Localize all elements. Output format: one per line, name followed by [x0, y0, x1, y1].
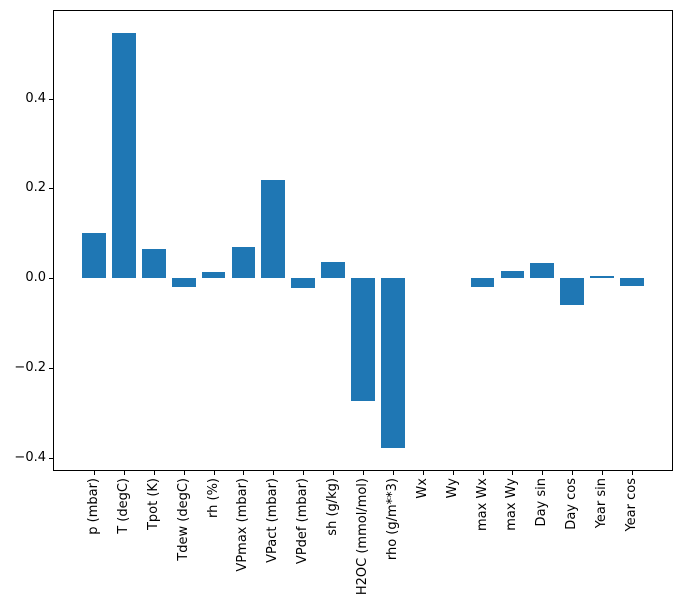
bar-tdew-degc	[171, 278, 196, 287]
bar-p-mbar	[82, 233, 106, 279]
x-tick-label-tdew-degc: Tdew (degC)	[176, 478, 191, 561]
x-tick-mark	[154, 471, 155, 475]
x-tick-mark	[214, 471, 215, 475]
y-tick-mark	[49, 99, 53, 100]
bar-rh	[201, 271, 226, 279]
y-tick-label: −0.2	[14, 360, 46, 375]
y-tick-mark	[49, 278, 53, 279]
x-tick-mark	[273, 471, 274, 475]
x-tick-label-vpdef-mbar: VPdef (mbar)	[295, 478, 310, 565]
bar-year-sin	[590, 276, 614, 279]
x-tick-mark	[423, 471, 424, 475]
x-tick-mark	[363, 471, 364, 475]
plot-area	[53, 10, 673, 471]
x-tick-label-wx: Wx	[415, 478, 430, 499]
x-tick-mark	[542, 471, 543, 475]
x-tick-mark	[184, 471, 185, 475]
bar-max-wx	[470, 278, 495, 288]
x-tick-mark	[512, 471, 513, 475]
x-tick-label-day-sin: Day sin	[534, 478, 549, 527]
y-tick-label: 0.4	[25, 91, 46, 106]
x-tick-label-year-sin: Year sin	[594, 478, 609, 529]
x-tick-label-day-cos: Day cos	[564, 478, 579, 530]
bar-h2oc-mmol-mol	[351, 278, 375, 401]
x-tick-mark	[303, 471, 304, 475]
x-tick-label-vpact-mbar: VPact (mbar)	[265, 478, 280, 563]
x-tick-label-rh: rh (%)	[206, 478, 221, 518]
x-tick-mark	[393, 471, 394, 475]
x-tick-mark	[94, 471, 95, 475]
bar-day-sin	[530, 262, 555, 279]
bar-vpact-mbar	[261, 179, 286, 279]
y-tick-label: 0.2	[25, 180, 46, 195]
bar-year-cos	[620, 278, 644, 286]
bar-sh-g-kg	[321, 262, 346, 279]
bar-t-degc	[112, 32, 136, 279]
x-tick-mark	[453, 471, 454, 475]
x-tick-label-year-cos: Year cos	[624, 478, 639, 532]
x-tick-mark	[124, 471, 125, 475]
x-tick-mark	[483, 471, 484, 475]
x-tick-label-wy: Wy	[445, 478, 460, 499]
bar-vpmax-mbar	[231, 246, 256, 279]
y-tick-mark	[49, 188, 53, 189]
bar-max-wy	[500, 270, 525, 279]
x-tick-label-h2oc-mmol-mol: H2OC (mmol/mol)	[355, 478, 370, 596]
y-tick-label: −0.4	[14, 450, 46, 465]
x-tick-label-p-mbar: p (mbar)	[86, 478, 101, 535]
x-tick-mark	[602, 471, 603, 475]
y-tick-mark	[49, 458, 53, 459]
x-tick-label-tpot-k: Tpot (K)	[146, 478, 161, 531]
bar-day-cos	[560, 278, 585, 305]
x-tick-label-rho-g-m-3: rho (g/m**3)	[385, 478, 400, 561]
x-tick-mark	[572, 471, 573, 475]
x-tick-label-max-wy: max Wy	[504, 478, 519, 531]
bar-rho-g-m-3	[380, 278, 405, 448]
bar-vpdef-mbar	[291, 278, 316, 288]
y-tick-mark	[49, 368, 53, 369]
x-tick-mark	[243, 471, 244, 475]
x-tick-label-vpmax-mbar: VPmax (mbar)	[235, 478, 250, 572]
x-tick-mark	[333, 471, 334, 475]
bar-tpot-k	[141, 248, 166, 279]
x-tick-mark	[632, 471, 633, 475]
x-tick-label-sh-g-kg: sh (g/kg)	[325, 478, 340, 536]
x-tick-label-t-degc: T (degC)	[116, 478, 131, 534]
x-tick-label-max-wx: max Wx	[475, 478, 490, 532]
y-tick-label: 0.0	[25, 270, 46, 285]
